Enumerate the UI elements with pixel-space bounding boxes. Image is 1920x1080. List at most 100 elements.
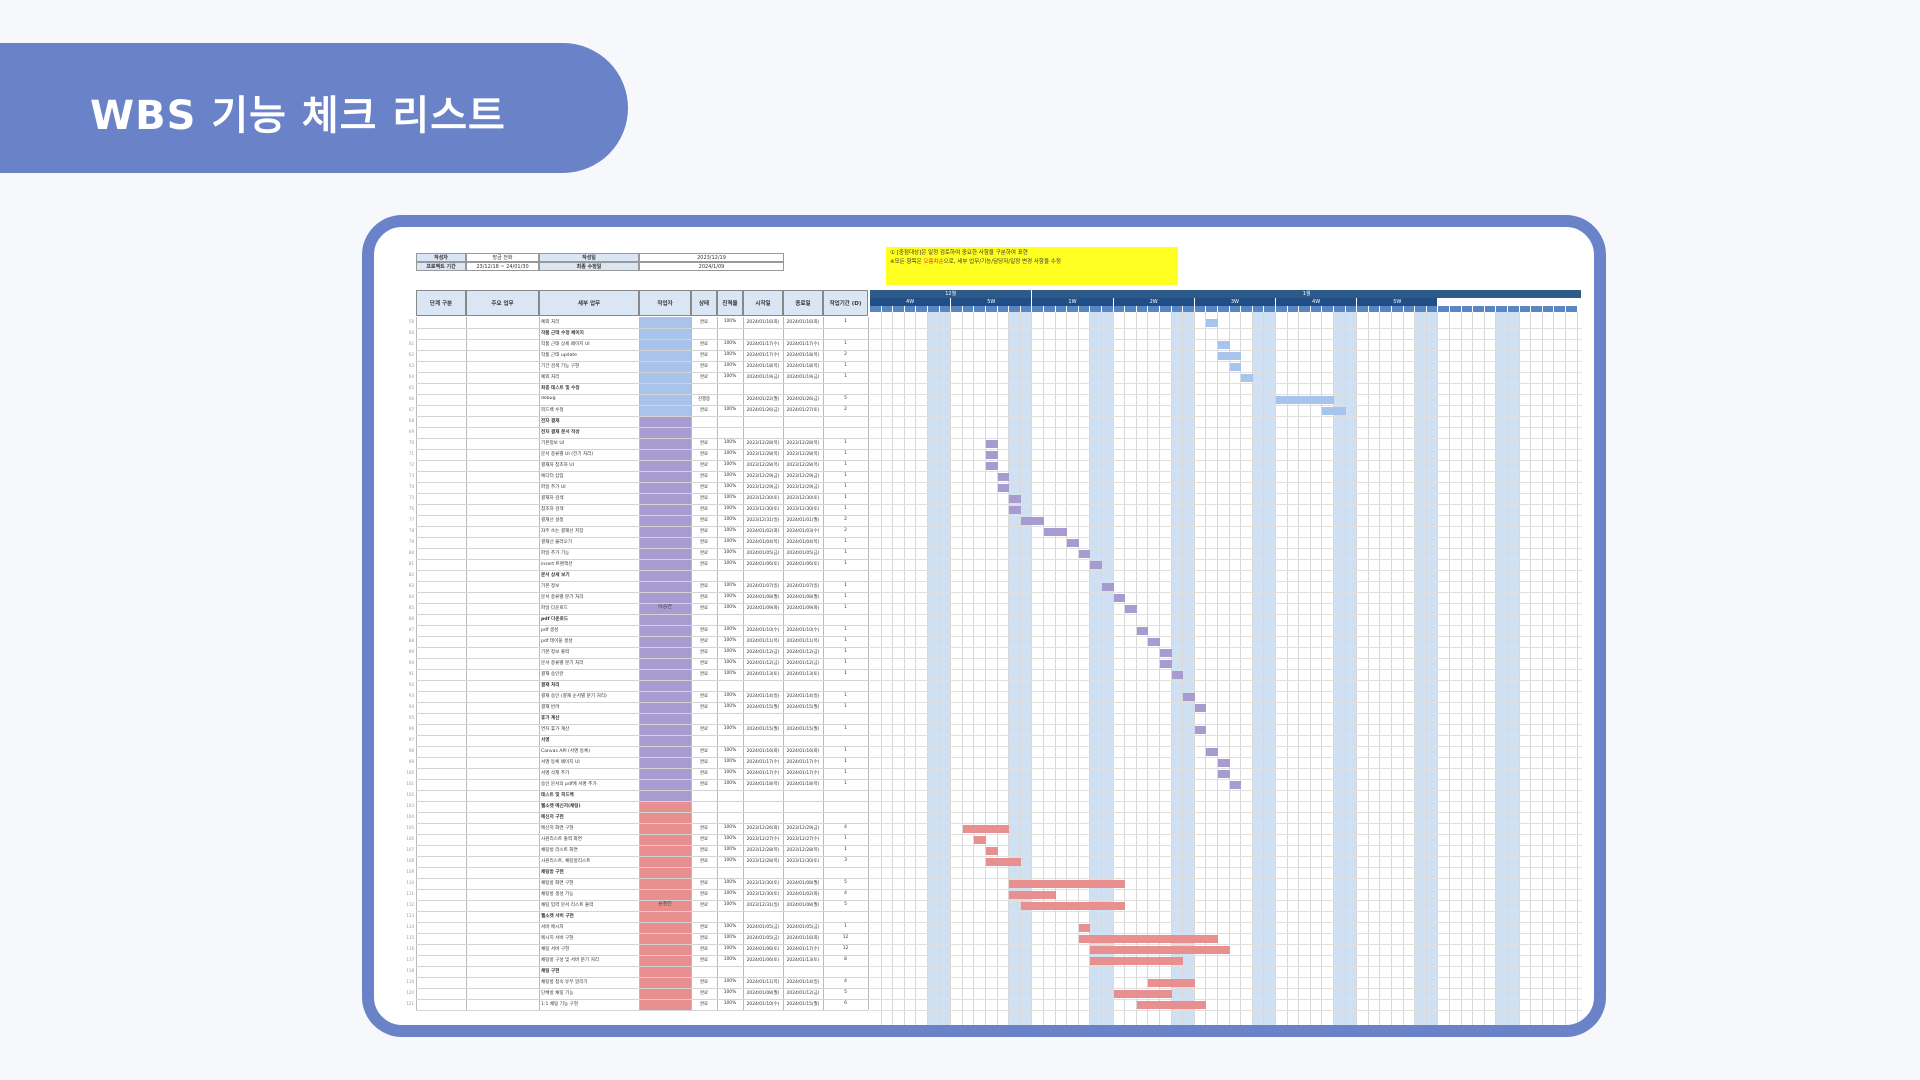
cell-start: 2024/01/08(월) — [746, 595, 780, 600]
cell-pct: 100% — [723, 583, 737, 588]
cell-status: 완료 — [699, 947, 709, 952]
row-divider — [416, 944, 868, 945]
cell-status: 완료 — [699, 661, 709, 666]
task-name: 웹소켓 서버 구현 — [541, 914, 574, 919]
gantt-bar — [1194, 703, 1207, 712]
cell-dur: 2 — [844, 407, 847, 412]
gantt-row-line — [870, 702, 1582, 703]
gantt-row-line — [870, 1010, 1582, 1011]
gantt-bar — [1044, 527, 1068, 536]
cell-end: 2024/01/01(월) — [786, 518, 820, 523]
row-number: 105 — [406, 825, 414, 830]
row-number: 98 — [408, 748, 414, 753]
column-header: 세부 업무 — [539, 290, 639, 316]
cell-status: 완료 — [699, 859, 709, 864]
cell-status: 완료 — [699, 672, 709, 677]
gantt-row-line — [870, 834, 1582, 835]
gantt-day-header — [1450, 306, 1462, 312]
cell-end: 2023/12/29(금) — [786, 826, 820, 831]
gantt-day-header — [1461, 306, 1474, 312]
row-number: 72 — [408, 462, 414, 467]
cell-pct: 100% — [723, 473, 737, 478]
task-name: 테스트 및 피드백 — [541, 793, 574, 798]
gantt-row-line — [870, 559, 1582, 560]
gantt-row-line — [870, 944, 1582, 945]
cell-dur: 1 — [844, 759, 847, 764]
cell-dur: 1 — [844, 704, 847, 709]
gantt-row-line — [870, 856, 1582, 857]
gantt-day-header — [1264, 306, 1276, 312]
gantt-day-header — [1090, 306, 1102, 312]
gantt-day-column — [1566, 312, 1578, 1025]
cell-pct: 100% — [723, 946, 737, 951]
cell-end: 2024/01/04(목) — [786, 540, 820, 545]
gantt-day-header — [1519, 306, 1532, 312]
cell-status: 완료 — [699, 639, 709, 644]
row-divider — [416, 801, 868, 802]
gantt-row-line — [870, 350, 1582, 351]
gantt-day-header — [904, 306, 917, 312]
gantt-day-column — [1531, 312, 1543, 1025]
gantt-day-column — [1056, 312, 1068, 1025]
cell-start: 2024/01/05(금) — [746, 936, 780, 941]
gantt-day-column — [1473, 312, 1485, 1025]
cell-status: 완료 — [699, 562, 709, 567]
row-number: 62 — [408, 352, 414, 357]
gantt-chart: 12월 1월 4W 5W 1W 2W 3W 4W 5W — [870, 290, 1582, 1025]
task-name: 채팅방 구성 및 서버 분기 처리 — [541, 958, 600, 963]
gantt-row-line — [870, 493, 1582, 494]
cell-end: 2023/12/29(금) — [786, 474, 820, 479]
cell-end: 2024/01/17(수) — [786, 760, 820, 765]
gantt-bar — [1090, 560, 1102, 569]
title-banner: WBS 기능 체크 리스트 — [0, 43, 628, 173]
gantt-bar — [1009, 879, 1126, 888]
row-number: 96 — [408, 726, 414, 731]
row-number: 64 — [408, 374, 414, 379]
gantt-bar — [1009, 505, 1021, 514]
gantt-day-column — [1079, 312, 1091, 1025]
cell-start: 2023/12/28(목) — [746, 463, 780, 468]
gantt-day-column — [1264, 312, 1276, 1025]
gantt-row-line — [870, 900, 1582, 901]
cell-status: 완료 — [699, 540, 709, 545]
row-divider — [416, 636, 868, 637]
gantt-day-column — [1252, 312, 1265, 1025]
gantt-day-column — [1554, 312, 1566, 1025]
cell-start: 2024/01/09(화) — [746, 606, 780, 611]
task-name: 문서 종류별 분기 처리 — [541, 661, 584, 666]
gantt-row-line — [870, 383, 1582, 384]
cell-end: 2024/01/09(화) — [786, 606, 820, 611]
row-number: 119 — [406, 979, 414, 984]
cell-dur: 5 — [844, 902, 847, 907]
row-number: 67 — [408, 407, 414, 412]
row-divider — [416, 438, 868, 439]
gantt-row-line — [870, 977, 1582, 978]
gantt-day-header — [928, 306, 940, 312]
gantt-row-line — [870, 449, 1582, 450]
row-number: 91 — [408, 671, 414, 676]
cell-start: 2024/01/15(월) — [746, 705, 780, 710]
cell-status: 완료 — [699, 1002, 709, 1007]
row-number: 68 — [408, 418, 414, 423]
gantt-row-line — [870, 394, 1582, 395]
row-number: 106 — [406, 836, 414, 841]
cell-start: 2024/01/05(금) — [746, 925, 780, 930]
row-divider — [416, 548, 868, 549]
cell-pct: 100% — [723, 825, 737, 830]
gantt-day-column — [1102, 312, 1114, 1025]
task-name: 메신저 구현 — [541, 815, 564, 820]
cell-start: 2024/01/17(수) — [746, 342, 780, 347]
period-value: 23/12/18 ~ 24/01/30 — [466, 262, 539, 271]
cell-pct: 100% — [723, 990, 737, 995]
gantt-day-column — [951, 312, 963, 1025]
gantt-day-header — [1542, 306, 1555, 312]
gantt-bar — [1009, 890, 1056, 899]
gantt-bar — [962, 824, 1010, 833]
gantt-day-header — [1299, 306, 1311, 312]
gantt-row-line — [870, 636, 1582, 637]
cell-status: 진행중 — [697, 397, 711, 402]
gantt-day-column — [893, 312, 905, 1025]
task-name: 기간 검색 기능 구현 — [541, 364, 580, 369]
gantt-week: 3W — [1194, 298, 1276, 306]
cell-dur: 1 — [844, 451, 847, 456]
